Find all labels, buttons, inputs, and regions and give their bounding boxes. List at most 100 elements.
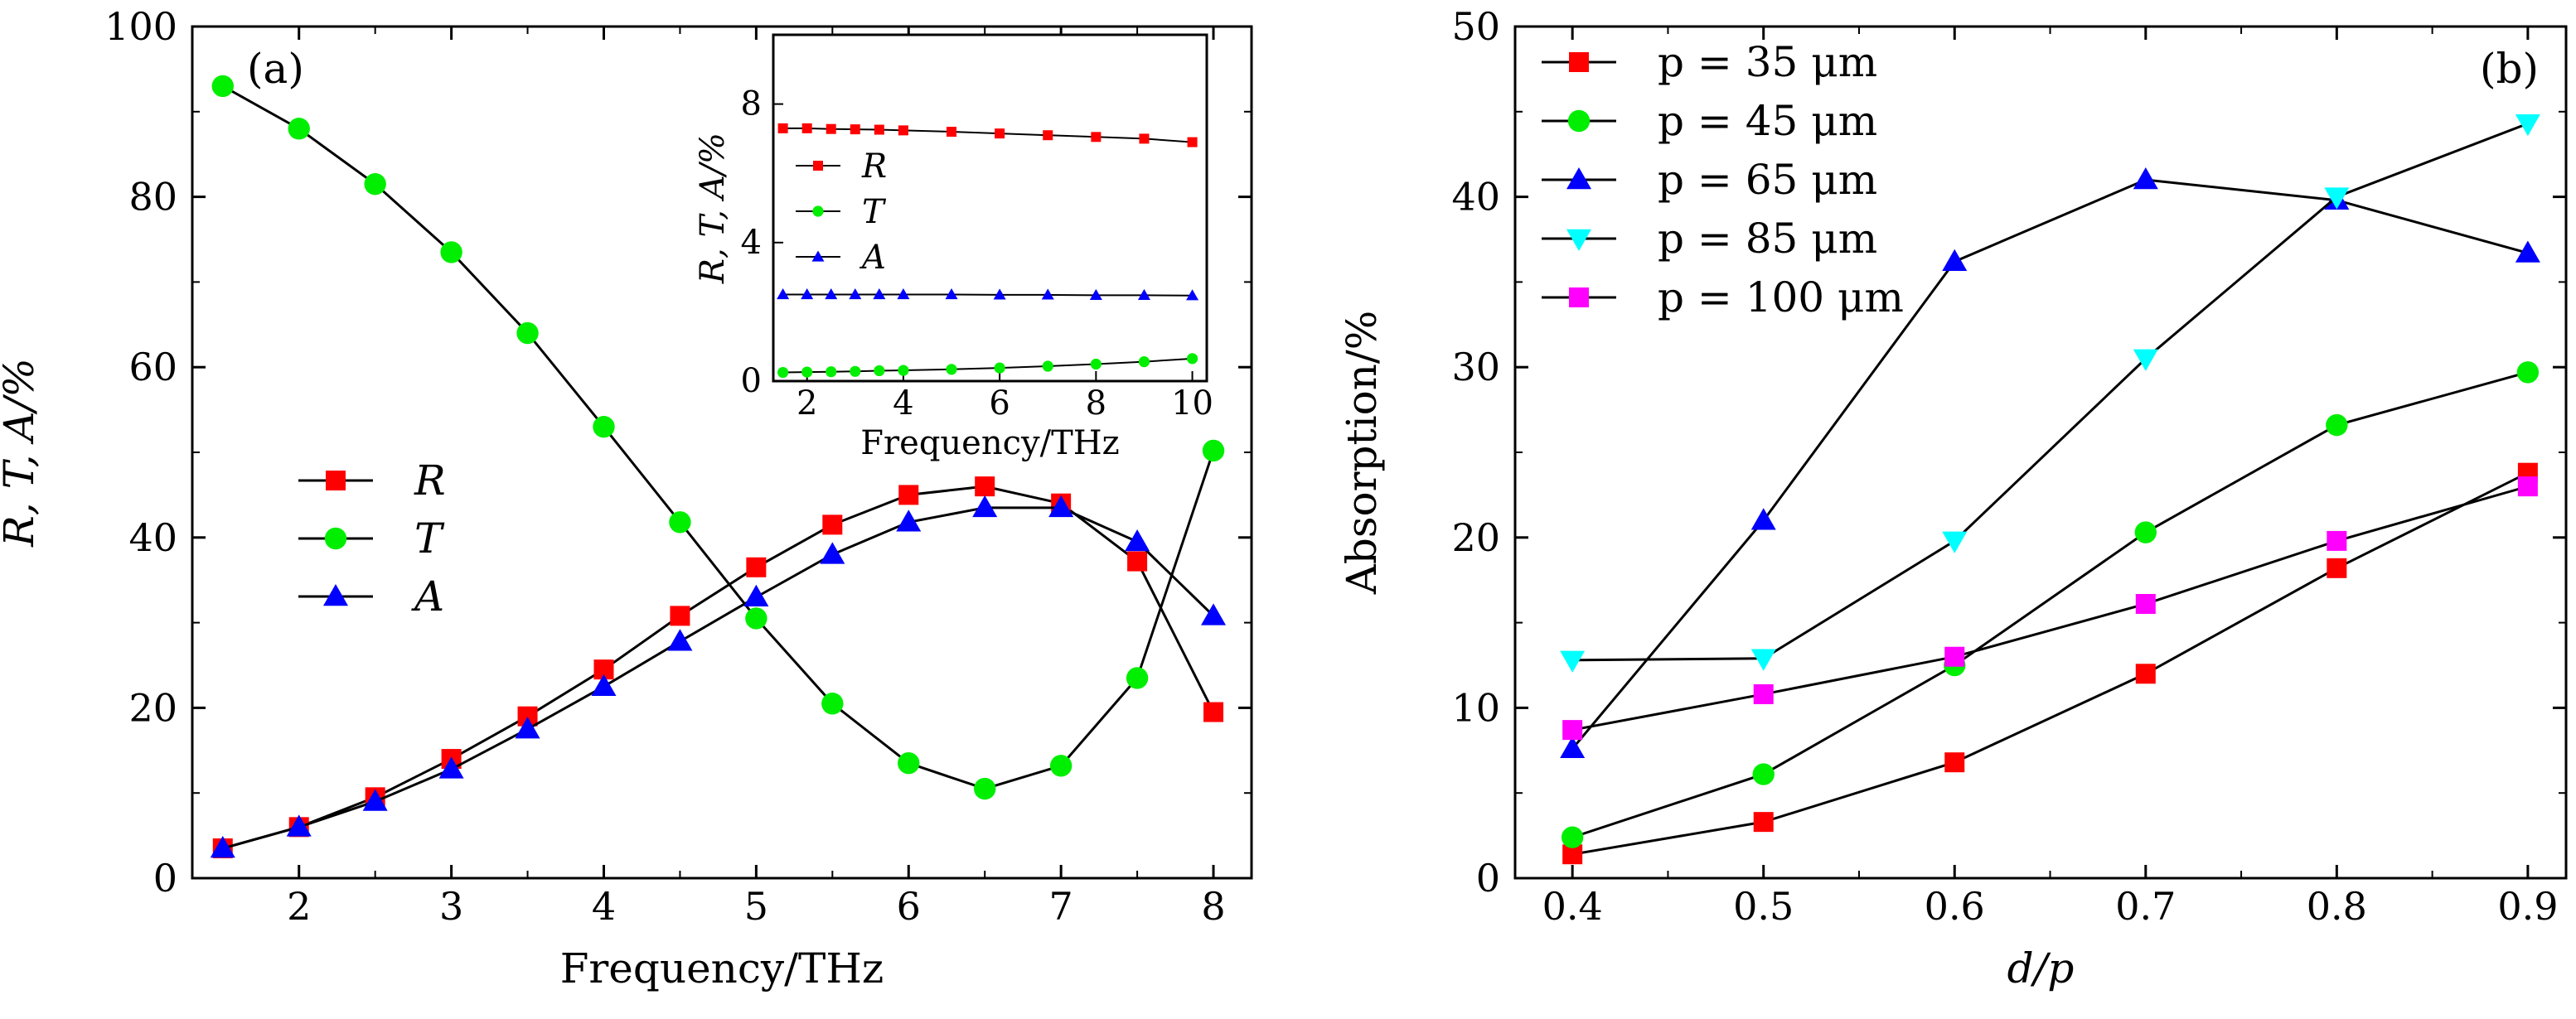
inset-data-point: [897, 288, 910, 300]
y-tick-label: 20: [1451, 515, 1500, 560]
y-tick-label: 30: [1451, 345, 1500, 389]
x-axis-title: d/p: [2007, 944, 2075, 992]
data-point: [286, 814, 312, 837]
x-tick-label: 6: [897, 884, 921, 929]
inset-data-point: [898, 365, 909, 376]
data-point: [670, 606, 690, 626]
inset-data-point: [826, 123, 836, 134]
data-point: [1560, 736, 1586, 758]
inset-data-point: [1139, 133, 1150, 144]
data-point: [2133, 349, 2158, 371]
inset-data-point: [874, 124, 884, 135]
data-point: [210, 836, 235, 858]
data-point: [975, 476, 995, 497]
data-point: [1562, 720, 1583, 741]
inset-x-tick-label: 4: [893, 384, 913, 423]
data-point: [1201, 603, 1227, 625]
x-tick-label: 7: [1049, 884, 1073, 929]
data-point: [896, 510, 922, 532]
data-point: [2515, 113, 2540, 137]
legend-label: p = 45 μm: [1658, 97, 1877, 145]
data-point: [2326, 413, 2348, 437]
inset-data-point: [777, 288, 790, 300]
data-point: [211, 75, 234, 98]
legend-label: p = 85 μm: [1658, 215, 1877, 263]
legend-marker: [1566, 229, 1591, 251]
legend-label: p = 35 μm: [1658, 38, 1877, 86]
inset-data-point: [898, 125, 908, 136]
inset-data-point: [946, 364, 957, 375]
x-tick-label: 8: [1201, 884, 1225, 929]
inset-data-point: [873, 288, 886, 300]
data-point: [1560, 650, 1586, 673]
legend-marker: [326, 471, 346, 490]
y-tick-label: 0: [1476, 856, 1500, 901]
inset-x-axis-title: Frequency/THz: [860, 424, 1119, 462]
inset-data-point: [994, 362, 1005, 374]
data-point: [438, 756, 464, 779]
panel-b: 0.4 0.5 0.6 0.7 0.8 0.9 0 10 20 30 40 50 d/p Absorpti…: [1338, 4, 2568, 992]
data-point: [1048, 495, 1074, 518]
inset-data-point: [1138, 355, 1150, 368]
inset-data-point: [1186, 353, 1198, 365]
legend-label: R: [414, 456, 446, 505]
legend-label: A: [411, 572, 444, 621]
inset-data-point: [849, 288, 862, 300]
inset-data-point: [825, 288, 838, 300]
inset-data-point: [993, 288, 1006, 300]
x-tick-label: 5: [744, 884, 768, 929]
panel-label: (a): [247, 45, 304, 93]
data-point: [1944, 752, 1965, 773]
y-tick-label: 40: [1451, 175, 1500, 220]
inset-data-point: [1137, 288, 1150, 300]
inset-data-point: [945, 288, 958, 300]
data-point: [2134, 521, 2157, 543]
data-point: [1049, 755, 1073, 777]
series-line: [1571, 485, 2529, 732]
data-point: [2133, 167, 2158, 190]
legend-marker: [324, 527, 347, 550]
data-point: [669, 511, 691, 534]
data-point: [440, 241, 462, 263]
data-point: [974, 777, 996, 800]
inset-legend-label: A: [859, 239, 886, 277]
inset-data-point: [947, 127, 957, 138]
inset-y-tick-label: 4: [741, 224, 762, 262]
data-point: [1752, 763, 1775, 785]
data-point: [364, 172, 386, 196]
data-point: [1753, 683, 1774, 704]
data-point: [2327, 558, 2347, 578]
inset-legend-marker: [813, 161, 823, 171]
legend-label: p = 65 μm: [1658, 156, 1877, 204]
data-point: [972, 495, 998, 518]
inset-x-tick-label: 2: [797, 384, 817, 423]
inset-data-point: [801, 288, 814, 300]
inset-data-point: [1043, 130, 1053, 141]
inset-data-point: [1089, 288, 1102, 300]
data-point: [2517, 476, 2538, 497]
series-line: [222, 85, 1215, 790]
data-point: [1750, 508, 1776, 530]
data-point: [288, 118, 310, 140]
x-tick-label: 0.8: [2307, 884, 2367, 929]
inset-data-point: [1090, 358, 1102, 370]
data-point: [822, 514, 843, 535]
series-line: [222, 485, 1215, 850]
inset-legend-marker: [812, 205, 824, 217]
y-tick-label: 50: [1451, 4, 1500, 49]
data-point: [1942, 249, 1968, 271]
data-point: [2135, 593, 2156, 614]
inset-data-point: [1042, 360, 1053, 372]
data-point: [2516, 361, 2540, 384]
y-axis-title: R, T, A/%: [0, 358, 43, 548]
x-tick-label: 4: [592, 884, 616, 929]
inset-data-point: [801, 123, 812, 133]
series-line: [1571, 178, 2529, 750]
series-line: [1572, 122, 2529, 662]
data-point: [1126, 667, 1149, 689]
data-point: [593, 415, 615, 438]
data-point: [667, 629, 693, 651]
inset-data-point: [995, 128, 1005, 139]
y-tick-label: 60: [128, 345, 177, 389]
